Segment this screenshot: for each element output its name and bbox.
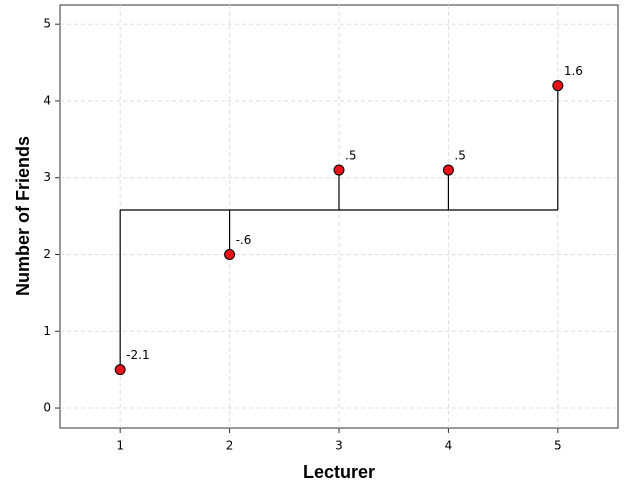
point: [442, 164, 454, 176]
point: [114, 364, 126, 376]
y-axis-label: Number of Friends: [13, 136, 33, 296]
x-axis-label: Lecturer: [303, 462, 375, 482]
y-tick-label: 4: [43, 93, 51, 107]
deviation-label: .5: [345, 149, 356, 163]
y-tick-label: 2: [43, 247, 51, 261]
deviation-label: -.6: [236, 233, 252, 247]
point: [552, 80, 564, 92]
y-tick-label: 5: [43, 17, 51, 31]
deviation-label: .5: [454, 149, 465, 163]
x-tick-label: 3: [335, 439, 343, 453]
deviation-label: -2.1: [126, 348, 149, 362]
point: [224, 249, 236, 261]
y-tick-label: 0: [43, 401, 51, 415]
x-tick-label: 5: [554, 439, 562, 453]
y-tick-label: 1: [43, 324, 51, 338]
x-tick-label: 2: [226, 439, 234, 453]
point: [333, 164, 345, 176]
x-tick-label: 1: [116, 439, 124, 453]
y-tick-label: 3: [43, 170, 51, 184]
deviation-label: 1.6: [564, 64, 583, 78]
x-tick-label: 4: [445, 439, 453, 453]
